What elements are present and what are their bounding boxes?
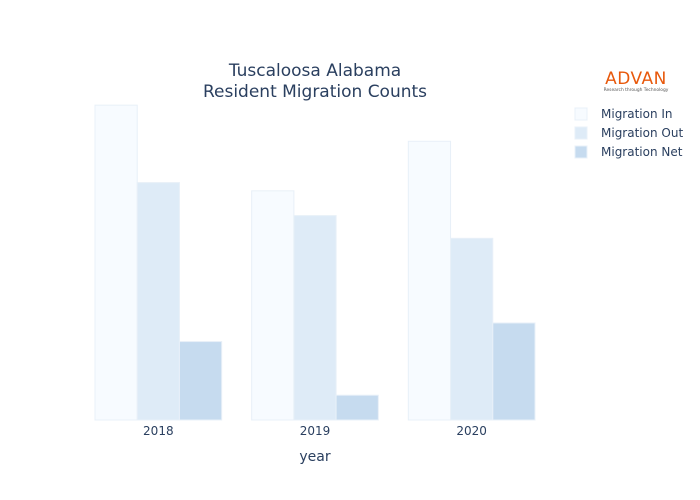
- bar-migration-in-2019[interactable]: [251, 190, 295, 421]
- legend-label: Migration Net: [601, 145, 683, 159]
- bar-migration-out-2020[interactable]: [450, 237, 494, 421]
- x-tick-labels: 2018 2019 2020: [143, 424, 487, 438]
- x-axis-label: year: [299, 449, 330, 465]
- chart-title-line2: Resident Migration Counts: [203, 82, 427, 102]
- logo-brand: ADVAN: [605, 69, 667, 89]
- bar-migration-net-2020[interactable]: [492, 322, 536, 421]
- legend-label: Migration Out: [601, 126, 683, 140]
- legend-swatch: [574, 145, 588, 159]
- bar-migration-in-2020[interactable]: [407, 140, 452, 421]
- legend-swatch: [574, 107, 588, 121]
- x-tick-label: 2020: [456, 424, 487, 438]
- bar-migration-in-2018[interactable]: [94, 104, 138, 421]
- bar-migration-net-2019[interactable]: [335, 394, 379, 421]
- legend[interactable]: Migration In Migration Out Migration Net: [574, 107, 683, 159]
- bar-migration-net-2018[interactable]: [178, 341, 223, 421]
- x-tick-label: 2018: [143, 424, 174, 438]
- legend-label: Migration In: [601, 107, 673, 121]
- logo-tagline: Research through Technology: [604, 87, 669, 93]
- x-tick-label: 2019: [300, 424, 331, 438]
- bar-migration-out-2018[interactable]: [136, 182, 180, 421]
- legend-item-migration-out[interactable]: Migration Out: [574, 126, 683, 140]
- chart-title-line1: Tuscaloosa Alabama: [228, 61, 401, 81]
- legend-item-migration-net[interactable]: Migration Net: [574, 145, 683, 159]
- bars-group: [94, 104, 536, 421]
- advan-logo: ADVAN Research through Technology: [604, 69, 669, 93]
- bar-migration-out-2019[interactable]: [293, 215, 337, 421]
- legend-swatch: [574, 126, 588, 140]
- legend-item-migration-in[interactable]: Migration In: [574, 107, 673, 121]
